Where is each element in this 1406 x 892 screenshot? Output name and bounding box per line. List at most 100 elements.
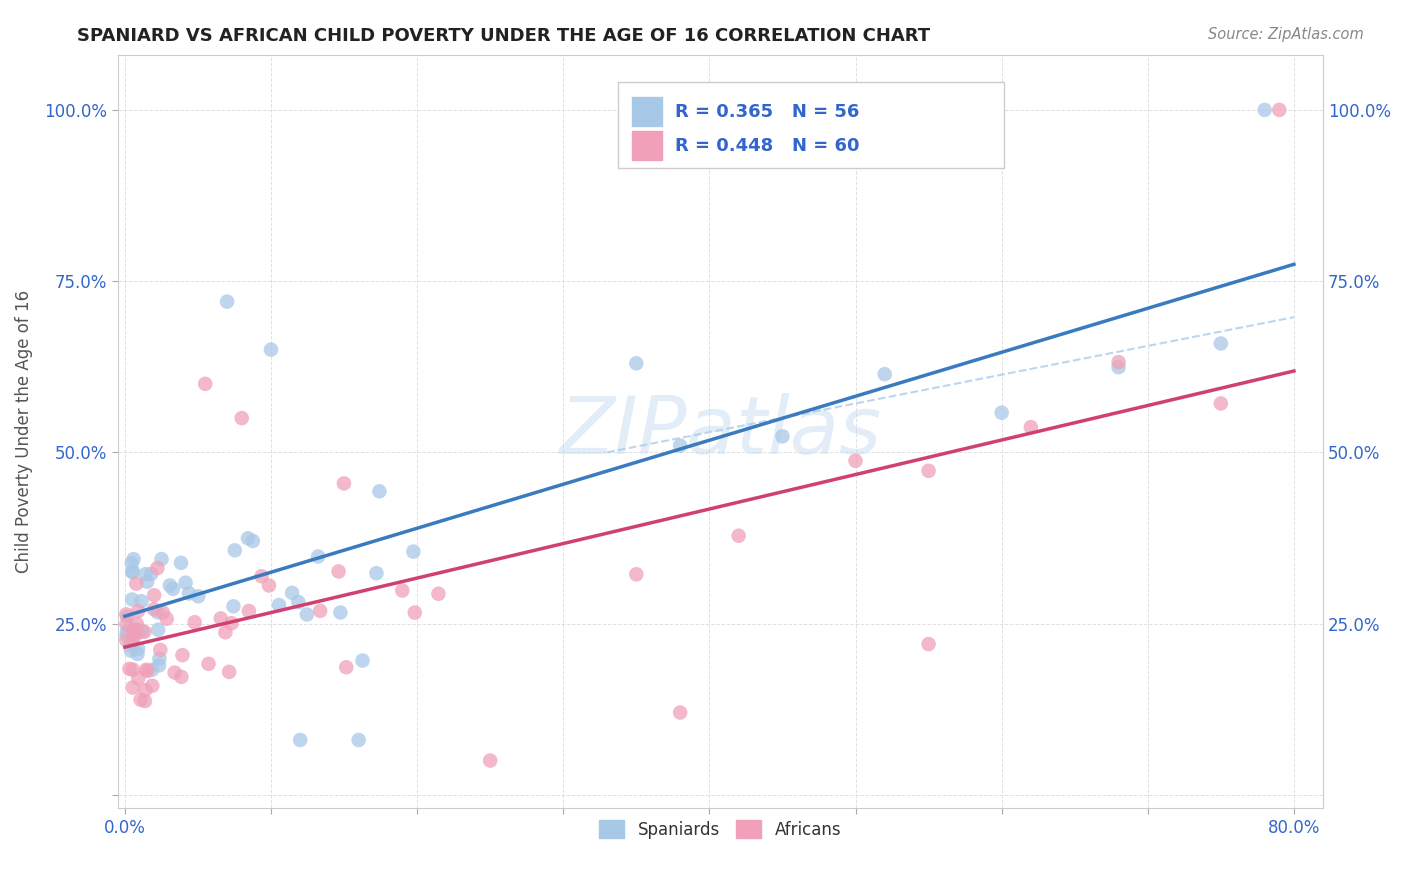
Point: [217, 294, 239, 309]
Point: [328, 565, 350, 579]
Point: [427, 587, 450, 601]
Point: [159, 578, 181, 592]
Point: [125, 617, 148, 632]
FancyBboxPatch shape: [617, 81, 1004, 168]
Point: [290, 733, 312, 747]
Point: [125, 576, 148, 591]
Point: [990, 406, 1012, 420]
Point: [134, 694, 156, 708]
Point: [333, 476, 356, 491]
Point: [127, 641, 149, 656]
Point: [124, 625, 146, 640]
Text: Source: ZipAtlas.com: Source: ZipAtlas.com: [1208, 27, 1364, 42]
Point: [209, 611, 232, 625]
Point: [134, 683, 156, 698]
Point: [127, 647, 149, 661]
Point: [669, 706, 692, 720]
Point: [727, 529, 749, 543]
Point: [135, 663, 157, 677]
Point: [162, 582, 184, 596]
Bar: [633, 131, 662, 160]
Point: [187, 589, 209, 603]
Point: [177, 586, 200, 600]
Point: [152, 606, 174, 620]
Point: [242, 533, 264, 548]
Point: [141, 566, 163, 581]
Point: [626, 356, 648, 370]
Point: [124, 628, 146, 642]
Point: [141, 679, 163, 693]
Point: [1108, 355, 1130, 369]
Point: [131, 594, 153, 608]
Point: [1209, 336, 1232, 351]
Point: [121, 592, 143, 607]
Point: [214, 625, 236, 640]
Point: [218, 665, 240, 679]
Point: [281, 586, 304, 600]
Point: [368, 484, 391, 499]
Point: [391, 583, 413, 598]
Point: [143, 602, 166, 616]
Point: [295, 607, 318, 622]
Point: [146, 561, 169, 575]
Point: [120, 638, 142, 652]
Point: [163, 665, 186, 680]
Point: [479, 754, 502, 768]
Point: [129, 692, 152, 706]
Point: [352, 654, 374, 668]
Point: [917, 464, 939, 478]
Point: [134, 567, 156, 582]
Point: [136, 574, 159, 589]
Point: [347, 733, 370, 747]
Point: [117, 609, 139, 624]
Point: [260, 343, 283, 357]
Text: ZIPatlas: ZIPatlas: [560, 392, 882, 471]
Point: [1268, 103, 1291, 117]
Point: [141, 663, 163, 677]
Point: [121, 623, 143, 637]
Point: [156, 612, 179, 626]
Point: [404, 606, 426, 620]
Point: [267, 598, 290, 612]
Point: [287, 595, 309, 609]
Point: [170, 556, 193, 570]
Point: [170, 670, 193, 684]
Point: [174, 575, 197, 590]
Point: [120, 643, 142, 657]
Point: [402, 544, 425, 558]
Point: [115, 633, 138, 648]
Point: [257, 578, 280, 592]
Point: [122, 565, 145, 579]
Point: [150, 552, 173, 566]
Bar: [633, 97, 662, 126]
Point: [366, 566, 388, 581]
Point: [143, 588, 166, 602]
Point: [1253, 103, 1275, 117]
Point: [134, 624, 156, 639]
Point: [122, 552, 145, 566]
Point: [183, 615, 205, 630]
Point: [307, 549, 329, 564]
Point: [136, 664, 159, 678]
Point: [231, 411, 253, 425]
Point: [115, 628, 138, 642]
Point: [1019, 420, 1042, 434]
Point: [124, 624, 146, 639]
Point: [148, 651, 170, 665]
Point: [1209, 396, 1232, 410]
Point: [669, 439, 692, 453]
Point: [121, 566, 143, 580]
Point: [1108, 360, 1130, 375]
Point: [121, 557, 143, 571]
Point: [221, 616, 243, 631]
Y-axis label: Child Poverty Under the Age of 16: Child Poverty Under the Age of 16: [15, 290, 32, 574]
Point: [329, 606, 352, 620]
Point: [309, 604, 332, 618]
Legend: Spaniards, Africans: Spaniards, Africans: [592, 814, 848, 846]
Point: [172, 648, 194, 662]
Point: [115, 624, 138, 639]
Point: [772, 429, 794, 443]
Point: [224, 543, 246, 558]
Text: SPANIARD VS AFRICAN CHILD POVERTY UNDER THE AGE OF 16 CORRELATION CHART: SPANIARD VS AFRICAN CHILD POVERTY UNDER …: [77, 27, 931, 45]
Point: [222, 599, 245, 614]
